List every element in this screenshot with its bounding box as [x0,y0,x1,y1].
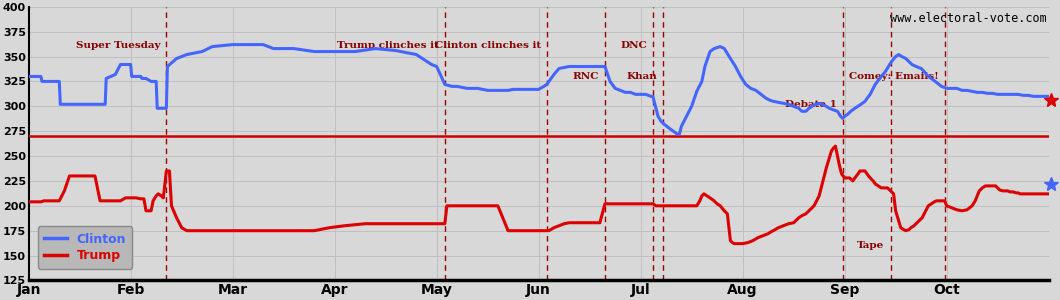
Text: www.electoral-vote.com: www.electoral-vote.com [889,12,1046,25]
Text: Super Tuesday: Super Tuesday [75,41,160,50]
Text: Trump clinches it: Trump clinches it [337,41,439,50]
Text: Clinton clinches it: Clinton clinches it [435,41,541,50]
Text: DNC: DNC [620,41,647,50]
Text: Khan: Khan [626,73,657,82]
Text: RNC: RNC [572,73,599,82]
Text: Tape: Tape [858,241,884,250]
Text: Comey: Emails!: Comey: Emails! [849,73,938,82]
Legend: Clinton, Trump: Clinton, Trump [38,226,132,269]
Text: Debate 1: Debate 1 [784,100,836,109]
